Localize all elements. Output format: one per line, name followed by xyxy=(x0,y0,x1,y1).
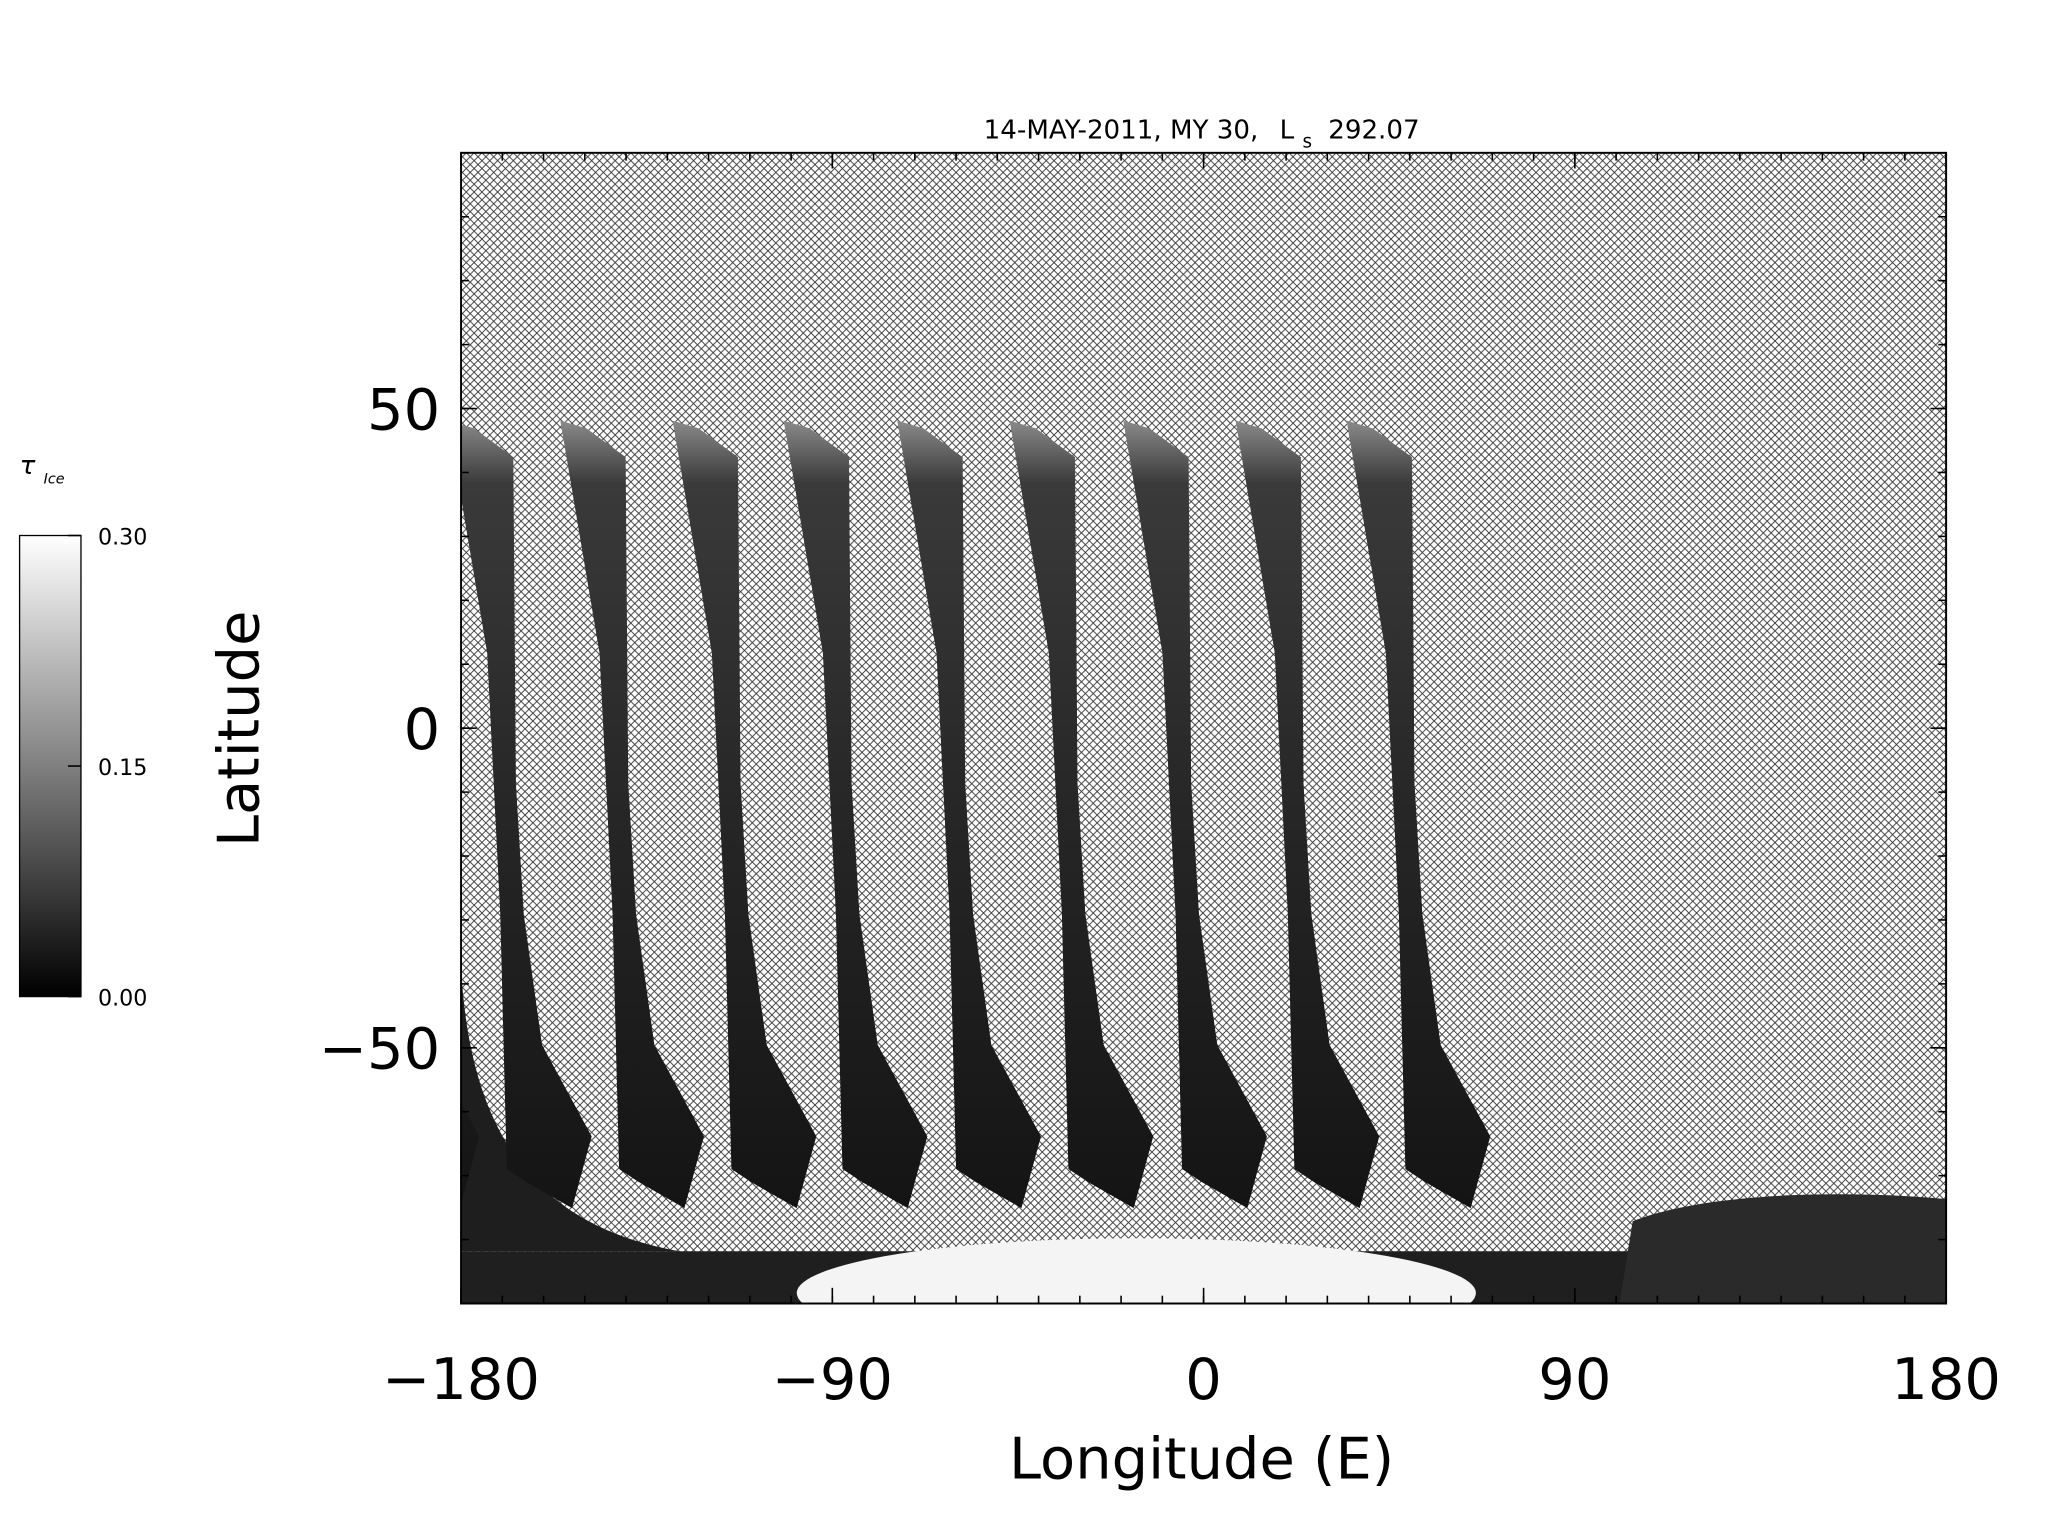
title-ls-value: 292.07 xyxy=(1328,115,1419,145)
y-tick-label: −50 xyxy=(319,1016,440,1083)
colorbar-label-sub: Ice xyxy=(44,471,65,487)
x-tick-label: 90 xyxy=(1538,1346,1611,1413)
colorbar-tick-label: 0.00 xyxy=(98,986,147,1012)
title-ls-sub: s xyxy=(1303,132,1313,153)
x-tick-label: 0 xyxy=(1185,1346,1222,1413)
map-image xyxy=(461,152,1947,1304)
y-tick-label: 0 xyxy=(404,696,441,763)
x-tick-label: −90 xyxy=(772,1346,893,1413)
y-axis-label: Latitude xyxy=(206,611,273,847)
y-tick-label: 50 xyxy=(367,376,440,443)
colorbar-tick-label: 0.30 xyxy=(98,525,147,551)
colorbar-label: τ Ice xyxy=(20,451,65,487)
title-text: 14-MAY-2011, MY 30, xyxy=(984,115,1259,145)
colorbar-label-main: τ xyxy=(20,451,36,481)
x-tick-label: 180 xyxy=(1891,1346,2001,1413)
x-tick-label: −180 xyxy=(382,1346,540,1413)
chart-title: 14-MAY-2011, MY 30, L s 292.07 xyxy=(984,115,1420,154)
colorbar-tick-label: 0.15 xyxy=(98,755,147,781)
x-axis-label: Longitude (E) xyxy=(1009,1426,1394,1493)
title-ls: L xyxy=(1280,115,1295,145)
